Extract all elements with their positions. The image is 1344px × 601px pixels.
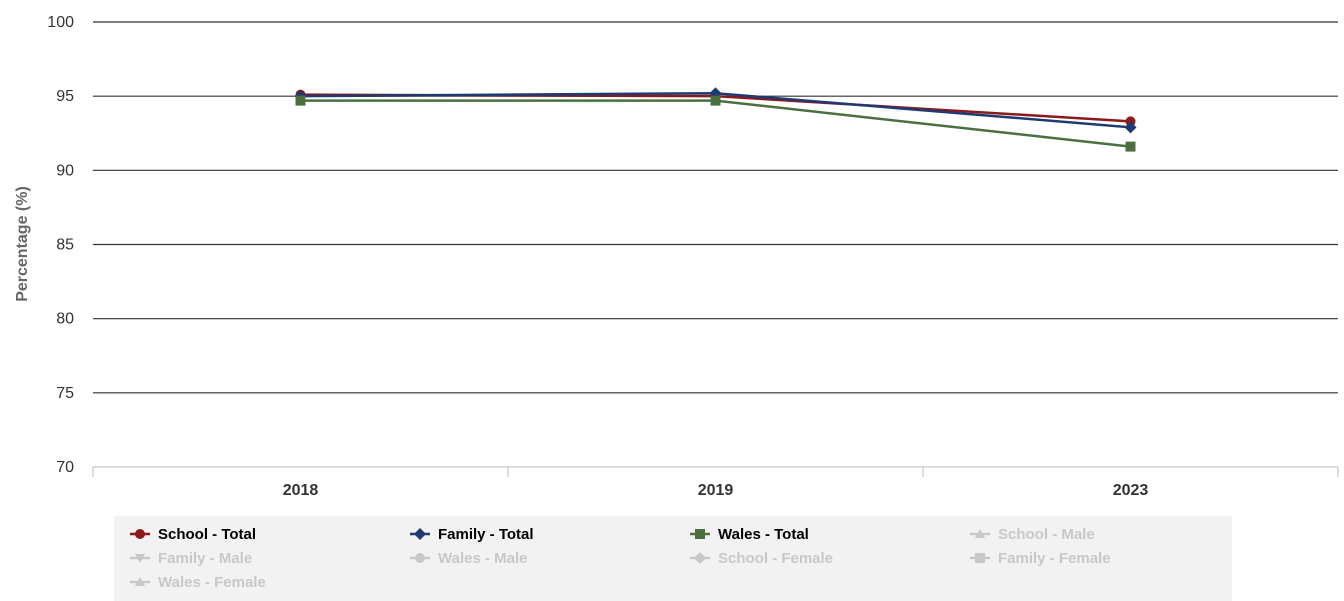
series-line-wales-total: [300, 99, 1131, 148]
legend-symbol-triangle-icon: [970, 529, 990, 538]
y-tick-label: 75: [56, 385, 74, 402]
data-point-wales-total: [1125, 141, 1136, 152]
y-tick-label: 85: [56, 237, 74, 254]
legend-item-wales-female[interactable]: Wales - Female: [128, 572, 266, 592]
legend-symbol-triangle-down-icon: [130, 554, 150, 563]
legend-label: Family - Female: [998, 549, 1111, 567]
gridlines: [93, 21, 1338, 394]
legend-label: Wales - Male: [438, 549, 528, 567]
legend-item-school-female[interactable]: School - Female: [688, 548, 833, 568]
legend-label: School - Total: [158, 525, 257, 543]
line-chart: 70 75 80 85 90 95 100 2018 2019 2023 Percentage …: [14, 14, 1339, 499]
x-tick-label: 2018: [283, 482, 319, 499]
legend-marker-circle-icon: [415, 553, 425, 563]
legend-item-wales-total[interactable]: Wales - Total: [688, 524, 809, 544]
legend-marker-circle-icon: [135, 529, 145, 539]
legend-marker-diamond-icon: [694, 552, 706, 564]
y-tick-label: 100: [47, 14, 74, 31]
legend-symbol-circle-icon: [410, 553, 430, 563]
y-tick-label: 95: [56, 88, 74, 105]
legend-marker-square-icon: [695, 529, 705, 539]
legend-symbol-circle-icon: [130, 529, 150, 539]
legend-label: Family - Total: [438, 525, 534, 543]
legend-label: School - Female: [718, 549, 834, 567]
legend-item-school-total[interactable]: School - Total: [128, 524, 256, 544]
legend-item-family-male[interactable]: Family - Male: [128, 548, 252, 568]
legend-marker-diamond-icon: [414, 528, 426, 540]
x-tick-label: 2019: [698, 482, 734, 499]
series-layer: [294, 87, 1137, 152]
x-axis: [92, 466, 1339, 477]
data-point-wales-total: [710, 95, 721, 106]
legend-symbol-diamond-icon: [410, 528, 430, 540]
y-axis-title: Percentage (%): [14, 186, 31, 302]
legend-label: School - Male: [998, 525, 1095, 543]
y-axis-tick-labels: 70 75 80 85 90 95 100: [47, 14, 74, 476]
legend-symbol-square-icon: [970, 553, 990, 563]
legend-marker-triangle-icon: [975, 529, 985, 538]
legend-item-school-male[interactable]: School - Male: [968, 524, 1095, 544]
data-point-wales-total: [295, 95, 306, 106]
legend-item-wales-male[interactable]: Wales - Male: [408, 548, 527, 568]
y-tick-label: 90: [56, 162, 74, 179]
legend-marker-square-icon: [975, 553, 985, 563]
legend-symbol-triangle-icon: [130, 577, 150, 586]
y-tick-label: 80: [56, 311, 74, 328]
y-tick-label: 70: [56, 459, 74, 476]
legend-marker-triangle-icon: [135, 577, 145, 586]
legend-item-family-female[interactable]: Family - Female: [968, 548, 1111, 568]
legend-symbol-square-icon: [690, 529, 710, 539]
legend-label: Family - Male: [158, 549, 253, 567]
legend-label: Wales - Total: [718, 525, 809, 543]
legend-item-family-total[interactable]: Family - Total: [408, 524, 534, 544]
data-point-family-total: [1124, 121, 1137, 134]
x-tick-label: 2023: [1113, 482, 1149, 499]
legend-marker-triangle-down-icon: [135, 554, 145, 563]
legend-label: Wales - Female: [158, 573, 266, 591]
legend: School - Total Family - Total Wales - Tota…: [114, 516, 1232, 601]
legend-symbol-diamond-icon: [690, 552, 710, 564]
x-axis-tick-labels: 2018 2019 2023: [283, 482, 1149, 499]
